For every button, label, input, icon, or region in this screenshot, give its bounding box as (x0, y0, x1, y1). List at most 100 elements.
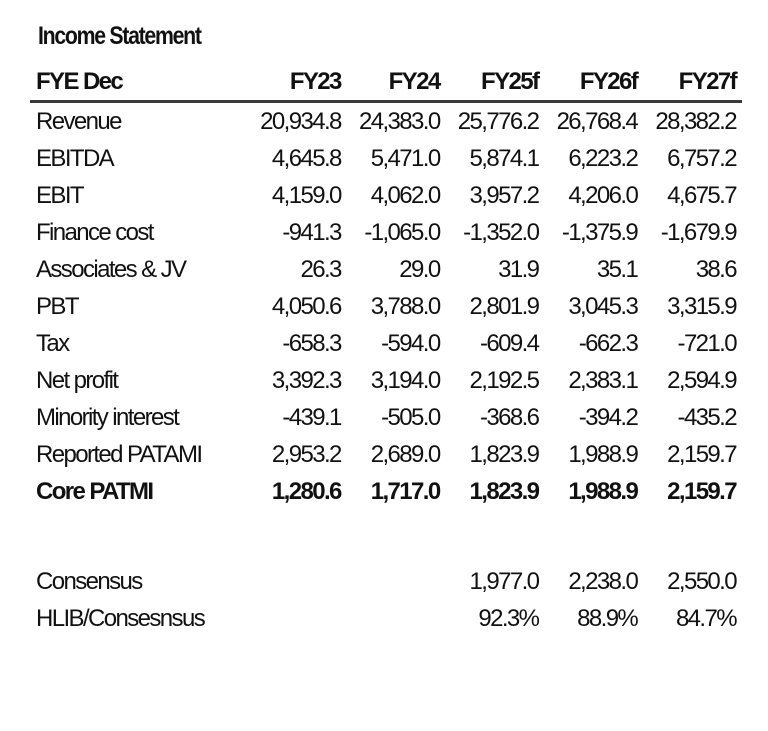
row-value: 3,194.0 (370, 367, 441, 395)
table-row: Associates & JV 26.3 29.0 31.9 35.1 38.6 (30, 251, 742, 288)
row-value: 31.9 (498, 255, 540, 283)
row-value: 84.7% (675, 604, 738, 632)
row-value: 29.0 (399, 255, 441, 283)
row-value: -1,065.0 (364, 218, 441, 246)
row-value: 5,471.0 (370, 144, 441, 172)
row-label: Revenue (36, 107, 122, 135)
row-value: 1,977.0 (469, 567, 540, 595)
row-value: 4,675.7 (667, 181, 737, 209)
header-row: FYE Dec FY23 FY24 FY25f FY26f FY27f (30, 64, 742, 103)
row-value: 38.6 (695, 255, 738, 283)
row-value: 35.1 (596, 255, 639, 283)
row-value: 28,382.2 (655, 107, 737, 135)
row-value: 4,645.8 (271, 144, 342, 172)
row-value: -609.4 (479, 330, 540, 358)
table-title: Income Statement (38, 22, 202, 50)
row-value: -1,679.9 (660, 218, 738, 246)
row-value: 2,238.0 (568, 567, 638, 595)
consensus-ratio-row: HLIB/Consesnsus 92.3% 88.9% 84.7% (30, 600, 742, 637)
row-value: -435.2 (677, 404, 738, 432)
table-row: Revenue 20,934.8 24,383.0 25,776.2 26,76… (30, 102, 742, 141)
table-row-core-patmi: Core PATMI 1,280.6 1,717.0 1,823.9 1,988… (30, 474, 742, 511)
row-label: Minority interest (36, 404, 180, 432)
row-value: -721.0 (677, 330, 738, 358)
row-value (248, 600, 347, 637)
row-value: 1,717.0 (370, 478, 441, 506)
row-value: 6,223.2 (568, 144, 638, 172)
row-value: 1,280.6 (271, 478, 342, 506)
row-value: 3,315.9 (667, 293, 737, 321)
row-value: 26.3 (300, 255, 342, 283)
income-statement-table: FYE Dec FY23 FY24 FY25f FY26f FY27f Reve… (30, 64, 742, 637)
row-value: 4,206.0 (568, 181, 638, 209)
row-value: 4,062.0 (370, 181, 441, 209)
row-value: -662.3 (578, 330, 639, 358)
header-year-fy25f: FY25f (445, 64, 545, 103)
header-year-fy24: FY24 (346, 64, 446, 103)
row-value: 26,768.4 (556, 107, 639, 135)
row-label: EBIT (36, 181, 85, 209)
row-label: Net profit (36, 367, 119, 395)
row-value (347, 563, 446, 600)
row-value: 2,159.7 (667, 441, 737, 469)
row-value: 3,957.2 (469, 181, 540, 209)
row-value: 3,392.3 (271, 367, 342, 395)
row-value: -941.3 (282, 218, 342, 246)
spacer-row (30, 511, 742, 563)
row-value: 24,383.0 (358, 107, 441, 135)
row-value: 2,594.9 (667, 367, 737, 395)
row-value: -1,375.9 (561, 218, 639, 246)
row-value: -505.0 (381, 404, 441, 432)
row-value: -368.6 (479, 404, 540, 432)
row-value: -1,352.0 (463, 218, 540, 246)
row-label: HLIB/Consesnsus (36, 604, 206, 632)
row-value: -658.3 (282, 330, 342, 358)
row-label: Tax (36, 330, 70, 358)
row-value: 88.9% (577, 604, 639, 632)
row-label: Finance cost (36, 218, 154, 246)
row-value: 2,801.9 (469, 293, 540, 321)
row-value: 6,757.2 (667, 144, 737, 172)
row-label: Core PATMI (36, 478, 154, 506)
consensus-row: Consensus 1,977.0 2,238.0 2,550.0 (30, 563, 742, 600)
table-row: PBT 4,050.6 3,788.0 2,801.9 3,045.3 3,31… (30, 288, 742, 325)
row-value: -439.1 (282, 404, 342, 432)
row-value: 1,988.9 (568, 478, 638, 506)
table-row: EBITDA 4,645.8 5,471.0 5,874.1 6,223.2 6… (30, 140, 742, 177)
row-value: 20,934.8 (260, 107, 342, 135)
row-value: 2,192.5 (469, 367, 540, 395)
row-value: 4,050.6 (271, 293, 342, 321)
table-row: Net profit 3,392.3 3,194.0 2,192.5 2,383… (30, 363, 742, 400)
table-row: EBIT 4,159.0 4,062.0 3,957.2 4,206.0 4,6… (30, 177, 742, 214)
row-value: 2,953.2 (271, 441, 342, 469)
row-value: 3,045.3 (568, 293, 638, 321)
row-value: 2,550.0 (667, 567, 737, 595)
row-value (248, 563, 347, 600)
row-value (347, 600, 446, 637)
row-value: 1,988.9 (568, 441, 638, 469)
table-row: Minority interest -439.1 -505.0 -368.6 -… (30, 400, 742, 437)
header-year-fy27f: FY27f (643, 64, 742, 103)
row-value: 2,159.7 (667, 478, 737, 506)
header-label: FYE Dec (30, 64, 248, 103)
row-label: Consensus (36, 567, 143, 595)
row-label: Associates & JV (36, 255, 187, 283)
header-year-fy26f: FY26f (544, 64, 644, 103)
row-value: 25,776.2 (457, 107, 540, 135)
row-value: 3,788.0 (370, 293, 441, 321)
table-row: Reported PATAMI 2,953.2 2,689.0 1,823.9 … (30, 437, 742, 474)
row-value: 4,159.0 (271, 181, 342, 209)
row-value: -394.2 (578, 404, 639, 432)
table-row: Finance cost -941.3 -1,065.0 -1,352.0 -1… (30, 214, 742, 251)
row-label: Reported PATAMI (36, 441, 203, 469)
row-label: EBITDA (36, 144, 115, 172)
row-value: 2,689.0 (370, 441, 441, 469)
row-value: -594.0 (381, 330, 441, 358)
row-label: PBT (36, 293, 79, 321)
row-value: 1,823.9 (469, 478, 540, 506)
row-value: 92.3% (478, 604, 540, 632)
table-row: Tax -658.3 -594.0 -609.4 -662.3 -721.0 (30, 326, 742, 363)
row-value: 1,823.9 (469, 441, 540, 469)
row-value: 5,874.1 (469, 144, 540, 172)
